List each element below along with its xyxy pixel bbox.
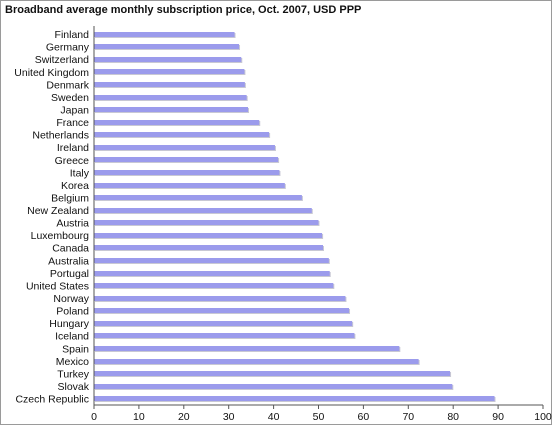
bar bbox=[94, 107, 249, 112]
bar bbox=[94, 170, 280, 175]
x-tick-label: 50 bbox=[313, 411, 325, 423]
category-label: Finland bbox=[55, 29, 90, 41]
bar bbox=[94, 95, 247, 100]
bar bbox=[94, 333, 355, 338]
x-tick-label: 0 bbox=[91, 411, 97, 423]
bar bbox=[94, 183, 285, 188]
category-label: United States bbox=[26, 280, 89, 292]
x-tick-label: 70 bbox=[402, 411, 414, 423]
category-label: Turkey bbox=[57, 368, 89, 380]
bar bbox=[94, 371, 451, 376]
category-label: Iceland bbox=[55, 331, 89, 343]
bar bbox=[94, 296, 346, 301]
x-tick-label: 90 bbox=[492, 411, 504, 423]
category-label: Slovak bbox=[57, 381, 89, 393]
bar bbox=[94, 346, 400, 351]
category-label: Mexico bbox=[56, 356, 89, 368]
bar bbox=[94, 220, 319, 225]
bar bbox=[94, 69, 245, 74]
bar bbox=[94, 245, 323, 250]
category-label: Ireland bbox=[57, 142, 89, 154]
bar bbox=[94, 233, 323, 238]
category-label: Canada bbox=[52, 243, 89, 255]
category-label: Greece bbox=[55, 155, 90, 167]
bar bbox=[94, 32, 235, 37]
bar bbox=[94, 145, 275, 150]
category-label: Hungary bbox=[49, 318, 89, 330]
x-tick-label: 10 bbox=[133, 411, 145, 423]
bar bbox=[94, 396, 495, 401]
bar bbox=[94, 321, 353, 326]
bar bbox=[94, 271, 330, 276]
x-tick-label: 100 bbox=[534, 411, 552, 423]
bar bbox=[94, 44, 240, 49]
bar bbox=[94, 195, 302, 200]
category-label: Belgium bbox=[51, 192, 89, 204]
bar bbox=[94, 208, 312, 213]
category-label: United Kingdom bbox=[14, 67, 89, 79]
bar bbox=[94, 120, 260, 125]
bar bbox=[94, 57, 242, 62]
category-label: Poland bbox=[56, 306, 89, 318]
category-label: Norway bbox=[53, 293, 89, 305]
category-label: Australia bbox=[48, 255, 89, 267]
bar bbox=[94, 283, 334, 288]
category-label: Portugal bbox=[50, 268, 89, 280]
category-label: Netherlands bbox=[32, 130, 89, 142]
category-label: Germany bbox=[46, 42, 90, 54]
category-label: Japan bbox=[60, 104, 89, 116]
x-tick-label: 60 bbox=[358, 411, 370, 423]
category-label: France bbox=[56, 117, 89, 129]
category-label: Austria bbox=[56, 218, 89, 230]
category-label: Sweden bbox=[51, 92, 89, 104]
category-label: Spain bbox=[62, 343, 89, 355]
chart-title: Broadband average monthly subscription p… bbox=[5, 4, 362, 16]
x-tick-label: 20 bbox=[178, 411, 190, 423]
x-tick-label: 80 bbox=[447, 411, 459, 423]
category-label: Italy bbox=[70, 167, 90, 179]
bar bbox=[94, 258, 329, 263]
category-label: Luxembourg bbox=[31, 230, 90, 242]
category-label: Czech Republic bbox=[15, 394, 89, 406]
category-label: Switzerland bbox=[35, 54, 89, 66]
bar bbox=[94, 384, 453, 389]
bar bbox=[94, 132, 270, 137]
x-tick-label: 30 bbox=[223, 411, 235, 423]
bar bbox=[94, 359, 419, 364]
bar bbox=[94, 157, 279, 162]
bar bbox=[94, 82, 245, 87]
category-label: New Zealand bbox=[27, 205, 89, 217]
bar bbox=[94, 308, 350, 313]
category-label: Korea bbox=[61, 180, 89, 192]
x-tick-label: 40 bbox=[268, 411, 280, 423]
category-label: Denmark bbox=[46, 79, 89, 91]
